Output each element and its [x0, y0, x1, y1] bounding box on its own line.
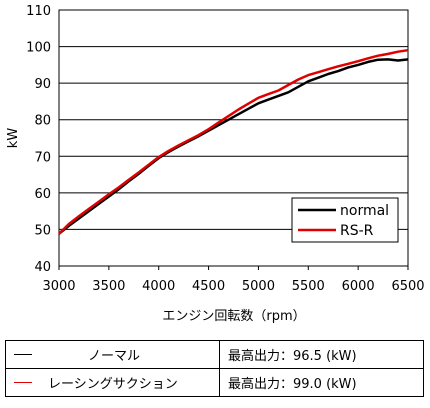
row-name-cell: ノーマル	[5, 340, 220, 369]
x-tick-label: 6500	[391, 279, 424, 294]
x-tick-label: 6000	[342, 279, 375, 294]
y-tick-label: 60	[34, 187, 51, 202]
x-tick-label: 5500	[292, 279, 325, 294]
legend-label-normal: normal	[340, 203, 389, 219]
x-tick-label: 4500	[192, 279, 225, 294]
table-row: ノーマル 最高出力：96.5 (kW)	[5, 340, 424, 369]
y-axis-title: kW	[6, 128, 21, 149]
table-row: レーシングサクション 最高出力：99.0 (kW)	[5, 368, 424, 397]
x-tick-label: 3000	[42, 279, 75, 294]
y-tick-label: 70	[34, 150, 51, 165]
power-chart: 40 50 60 70 80 90 100 110 3000 3500 4000 4500 5000 5…	[6, 4, 425, 324]
summary-table: ノーマル 最高出力：96.5 (kW) レーシングサクション 最高出力：99.0…	[5, 340, 424, 397]
y-tick-label: 40	[34, 260, 51, 275]
row-name-normal: ノーマル	[88, 349, 141, 364]
x-tick-label: 4000	[142, 279, 175, 294]
y-tick-label: 90	[34, 77, 51, 92]
series-line-normal	[58, 58, 409, 235]
legend-box	[291, 197, 399, 243]
x-axis-title: エンジン回転数（rpm）	[162, 309, 305, 324]
y-tick-label: 80	[34, 114, 51, 129]
x-tick-labels: 3000 3500 4000 4500 5000 5500 6000 6500	[42, 266, 425, 294]
row-name-cell: レーシングサクション	[5, 368, 220, 397]
series-lines	[58, 48, 409, 235]
row-name-racing-suction: レーシングサクション	[48, 377, 178, 392]
y-tick-label: 110	[26, 4, 51, 19]
x-tick-label: 3500	[92, 279, 125, 294]
legend-label-rsr: RS-R	[340, 223, 374, 239]
series-line-rs-r	[58, 48, 409, 235]
legend: normal RS-R	[291, 197, 399, 243]
row-value-cell: 最高出力：99.0 (kW)	[219, 368, 424, 397]
y-tick-label: 50	[34, 223, 51, 238]
x-tick-label: 5000	[242, 279, 275, 294]
line-swatch-icon	[14, 354, 32, 355]
y-tick-label: 100	[26, 41, 51, 56]
row-value-cell: 最高出力：96.5 (kW)	[219, 340, 424, 369]
y-tick-labels: 40 50 60 70 80 90 100 110	[26, 4, 51, 275]
line-swatch-icon	[14, 382, 32, 383]
